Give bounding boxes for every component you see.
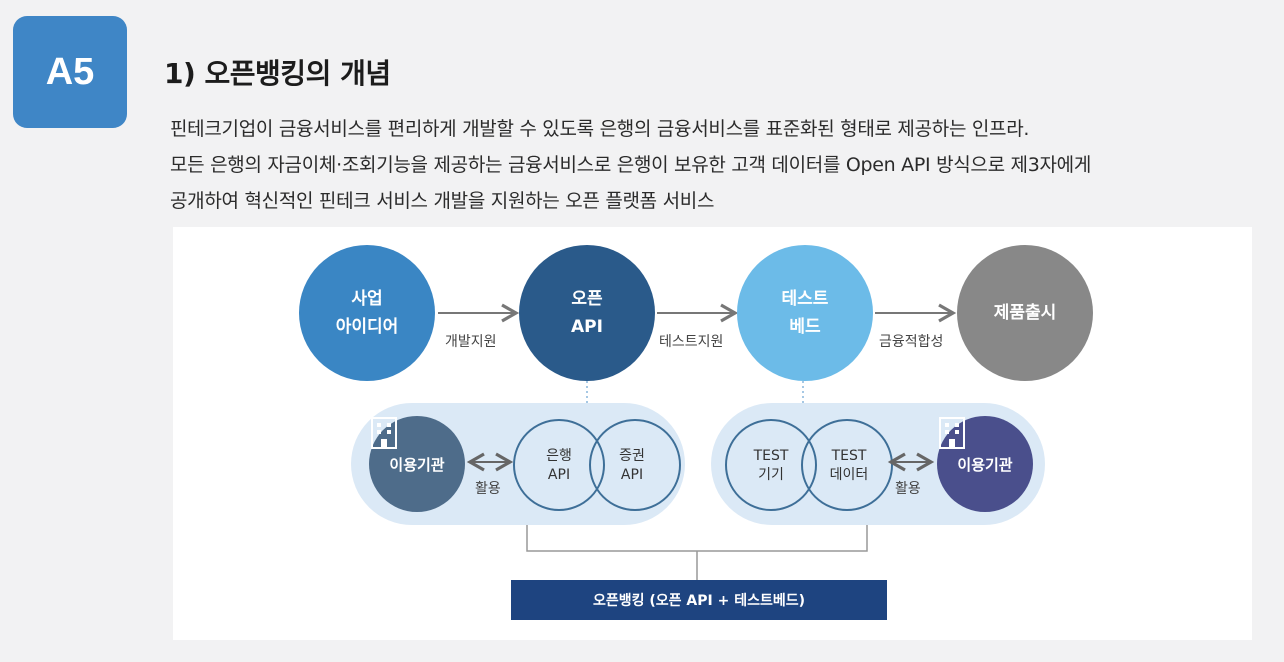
description-line-1: 핀테크기업이 금융서비스를 편리하게 개발할 수 있도록 은행의 금융서비스를 … — [170, 118, 1030, 140]
open-banking-bar: 오픈뱅킹 (오픈 API + 테스트베드) — [511, 580, 887, 620]
building-icon — [939, 417, 965, 449]
venn-test-device-line1: TEST — [753, 448, 789, 464]
step-business-idea-line1: 사업 — [351, 289, 383, 309]
step-business-idea: 사업 아이디어 — [299, 245, 435, 381]
venn-test-device: TEST 기기 — [736, 447, 806, 485]
step-product-release: 제품출시 — [957, 245, 1093, 381]
right-use-label: 활용 — [895, 481, 921, 497]
venn-bank-api-line1: 은행 — [546, 448, 572, 464]
building-icon — [371, 417, 397, 449]
step-testbed-line1: 테스트 — [781, 289, 829, 309]
left-venn — [513, 419, 681, 511]
left-bidirectional-arrow — [466, 452, 514, 472]
venn-test-data-line2: 데이터 — [829, 467, 869, 483]
diagram-panel: 사업 아이디어 오픈 API 테스트 베드 제품출시 개발지원 테스트지원 금융… — [173, 227, 1252, 640]
institution-left: 이용기관 — [369, 416, 465, 512]
venn-test-data-line1: TEST — [831, 448, 867, 464]
step-open-api-line2: API — [571, 317, 603, 337]
arrow-label-test-support: 테스트지원 — [659, 334, 724, 350]
venn-securities-api-line1: 증권 — [619, 448, 645, 464]
step-product-release-line1: 제품출시 — [993, 303, 1057, 323]
venn-securities-api: 증권 API — [597, 447, 667, 485]
description-line-2: 모든 은행의 자금이체·조회기능을 제공하는 금융서비스로 은행이 보유한 고객… — [170, 154, 1092, 176]
institution-left-label: 이용기관 — [389, 455, 445, 474]
page-title: 1) 오픈뱅킹의 개념 — [164, 57, 391, 90]
venn-test-data: TEST 데이터 — [814, 447, 884, 485]
venn-test-device-line2: 기기 — [758, 467, 784, 483]
description: 핀테크기업이 금융서비스를 편리하게 개발할 수 있도록 은행의 금융서비스를 … — [170, 111, 1270, 219]
step-business-idea-line2: 아이디어 — [335, 317, 399, 337]
institution-right: 이용기관 — [937, 416, 1033, 512]
arrow-label-fin-fit: 금융적합성 — [879, 334, 944, 350]
section-badge: A5 — [13, 16, 127, 128]
step-open-api: 오픈 API — [519, 245, 655, 381]
step-open-api-line1: 오픈 — [571, 289, 603, 309]
left-use-label: 활용 — [475, 481, 501, 497]
step-testbed-line2: 베드 — [789, 317, 821, 337]
diagram-connectors — [438, 303, 957, 580]
step-testbed: 테스트 베드 — [737, 245, 873, 381]
description-line-3: 공개하여 혁신적인 핀테크 서비스 개발을 지원하는 오픈 플랫폼 서비스 — [170, 190, 715, 212]
right-bidirectional-arrow — [887, 452, 935, 472]
venn-bank-api-line2: API — [547, 467, 571, 483]
institution-right-label: 이용기관 — [957, 455, 1013, 474]
arrow-label-dev-support: 개발지원 — [445, 334, 497, 350]
venn-bank-api: 은행 API — [524, 447, 594, 485]
venn-securities-api-line2: API — [620, 467, 644, 483]
